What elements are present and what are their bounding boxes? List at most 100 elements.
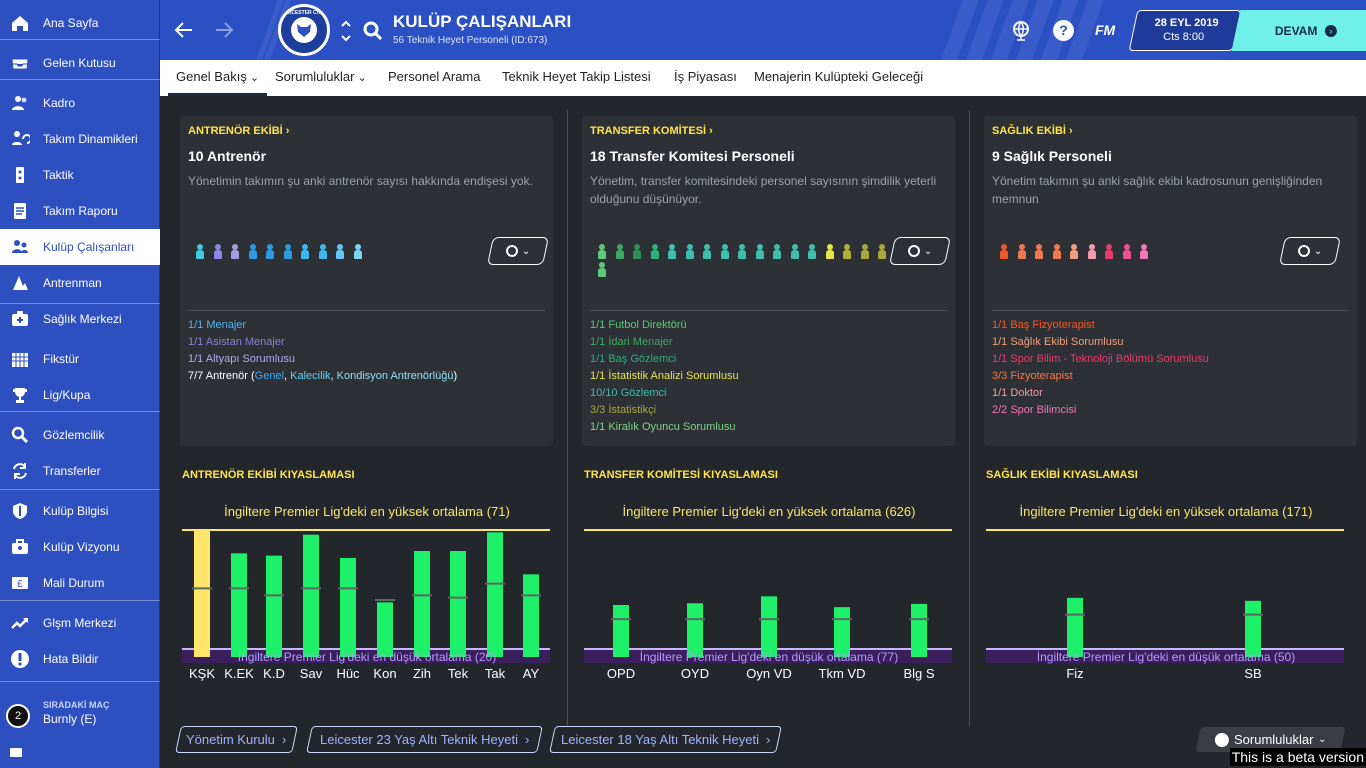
staff-role-item[interactable]: 7/7 Antrenör (Genel, Kalecilik, Kondisyo… (188, 368, 457, 385)
benchmark-bar[interactable] (194, 530, 210, 657)
person-icon[interactable] (595, 262, 613, 280)
person-icon[interactable] (788, 244, 806, 262)
person-icon[interactable] (595, 244, 613, 262)
person-icon[interactable] (718, 244, 736, 262)
sidebar-item-development[interactable]: Glşm Merkezi (0, 605, 160, 641)
benchmark-bar[interactable] (523, 574, 539, 657)
benchmark-bar[interactable] (1067, 597, 1083, 657)
tab-2[interactable]: Sorumluluklar ⌄ (267, 60, 375, 96)
staff-filter-dropdown[interactable]: ⌄ (487, 237, 549, 265)
person-icon[interactable] (263, 244, 281, 262)
staff-role-item[interactable]: 1/1 Doktor (992, 385, 1209, 402)
staff-filter-dropdown[interactable]: ⌄ (1279, 237, 1341, 265)
staff-role-item[interactable]: 1/1 Baş Fizyoterapist (992, 317, 1209, 334)
staff-role-item[interactable]: 3/3 Fizyoterapist (992, 368, 1209, 385)
staff-role-item[interactable]: 1/1 Altyapı Sorumlusu (188, 351, 457, 368)
staff-role-item[interactable]: 1/1 Baş Gözlemci (590, 351, 739, 368)
tab-5[interactable]: İş Piyasası (666, 60, 745, 96)
person-icon[interactable] (351, 244, 369, 262)
person-icon[interactable] (1015, 244, 1033, 262)
benchmark-bar[interactable] (266, 555, 282, 657)
u23-staff-link-button[interactable]: Leicester 23 Yaş Altı Teknik Heyeti › (306, 726, 543, 753)
page-switch[interactable] (340, 18, 352, 44)
back-button[interactable] (172, 18, 196, 42)
u18-staff-link-button[interactable]: Leicester 18 Yaş Altı Teknik Heyeti › (549, 726, 782, 753)
sidebar-item-inbox[interactable]: Gelen Kutusu (0, 45, 160, 81)
person-icon[interactable] (211, 244, 229, 262)
staff-role-item[interactable]: 1/1 İstatistik Analizi Sorumlusu (590, 368, 739, 385)
person-icon[interactable] (753, 244, 771, 262)
staff-role-item[interactable]: 2/2 Spor Bilimcisi (992, 402, 1209, 419)
sidebar-item-shield[interactable]: Kulüp Bilgisi (0, 493, 160, 529)
person-icon[interactable] (770, 244, 788, 262)
person-icon[interactable] (298, 244, 316, 262)
staff-role-item[interactable]: 1/1 Kiralık Oyuncu Sorumlusu (590, 419, 739, 436)
card-header-link[interactable]: TRANSFER KOMİTESİ › (590, 125, 713, 137)
fm-menu-button[interactable]: FM (1095, 22, 1116, 38)
benchmark-bar[interactable] (761, 596, 777, 657)
forward-button[interactable] (212, 18, 236, 42)
person-icon[interactable] (1102, 244, 1120, 262)
person-icon[interactable] (875, 244, 893, 262)
sidebar-item-calendar[interactable]: Fikstür (0, 341, 160, 377)
benchmark-bar[interactable] (911, 603, 927, 657)
continue-button[interactable]: DEVAM › (1231, 10, 1366, 51)
benchmark-bar[interactable] (377, 602, 393, 657)
staff-filter-dropdown[interactable]: ⌄ (889, 237, 951, 265)
person-icon[interactable] (840, 244, 858, 262)
sidebar-item-tactics[interactable]: Taktik (0, 157, 160, 193)
club-badge[interactable]: LEICESTER CITY (278, 4, 330, 56)
staff-role-part[interactable]: Kalecilik (290, 370, 331, 382)
sidebar-item-trophy[interactable]: Lig/Kupa (0, 377, 160, 413)
benchmark-bar[interactable] (687, 603, 703, 657)
help-button[interactable]: ? (1053, 20, 1074, 41)
person-icon[interactable] (281, 244, 299, 262)
person-icon[interactable] (648, 244, 666, 262)
person-icon[interactable] (1120, 244, 1138, 262)
tab-1[interactable]: Genel Bakış ⌄ (168, 60, 268, 96)
sidebar-item-staff[interactable]: Kulüp Çalışanları (0, 229, 160, 265)
person-icon[interactable] (665, 244, 683, 262)
tab-3[interactable]: Personel Arama (380, 60, 489, 96)
card-header-link[interactable]: ANTRENÖR EKİBİ › (188, 125, 289, 137)
person-icon[interactable] (316, 244, 334, 262)
person-icon[interactable] (735, 244, 753, 262)
person-icon[interactable] (193, 244, 211, 262)
person-icon[interactable] (1085, 244, 1103, 262)
staff-role-item[interactable]: 1/1 İdari Menajer (590, 334, 739, 351)
person-icon[interactable] (630, 244, 648, 262)
benchmark-bar[interactable] (340, 558, 356, 657)
benchmark-bar[interactable] (414, 551, 430, 657)
card-header-link[interactable]: SAĞLIK EKİBİ › (992, 125, 1073, 137)
person-icon[interactable] (246, 244, 264, 262)
person-icon[interactable] (613, 244, 631, 262)
staff-role-item[interactable]: 1/1 Spor Bilim - Teknoloji Bölümü Soruml… (992, 351, 1209, 368)
sidebar-item-home[interactable]: Ana Sayfa (0, 5, 160, 41)
person-icon[interactable] (228, 244, 246, 262)
benchmark-bar[interactable] (613, 604, 629, 657)
sidebar-item-dynamics[interactable]: Takım Dinamikleri (0, 121, 160, 157)
staff-role-item[interactable]: 1/1 Futbol Direktörü (590, 317, 739, 334)
person-icon[interactable] (858, 244, 876, 262)
person-icon[interactable] (700, 244, 718, 262)
staff-role-item[interactable]: 1/1 Asistan Menajer (188, 334, 457, 351)
benchmark-bar[interactable] (303, 534, 319, 657)
sidebar-item-briefcase[interactable]: Kulüp Vizyonu (0, 529, 160, 565)
staff-role-item[interactable]: 1/1 Sağlık Ekibi Sorumlusu (992, 334, 1209, 351)
person-icon[interactable] (823, 244, 841, 262)
search-button[interactable] (362, 20, 384, 42)
person-icon[interactable] (333, 244, 351, 262)
person-icon[interactable] (805, 244, 823, 262)
sidebar-item-alert[interactable]: Hata Bildir (0, 641, 160, 677)
staff-role-item[interactable]: 3/3 İstatistikçi (590, 402, 739, 419)
benchmark-bar[interactable] (1245, 600, 1261, 657)
staff-role-part[interactable]: Genel (254, 370, 285, 382)
staff-role-part[interactable]: Kondisyon Antrenörlüğü (336, 370, 454, 382)
person-icon[interactable] (1137, 244, 1155, 262)
person-icon[interactable] (997, 244, 1015, 262)
next-match-widget[interactable]: 2 SIRADAKİ MAÇ Burnly (E) (0, 690, 160, 740)
staff-role-item[interactable]: 10/10 Gözlemci (590, 385, 739, 402)
benchmark-bar[interactable] (487, 532, 503, 657)
person-icon[interactable] (1032, 244, 1050, 262)
sidebar-item-scouting[interactable]: Gözlemcilik (0, 417, 160, 453)
